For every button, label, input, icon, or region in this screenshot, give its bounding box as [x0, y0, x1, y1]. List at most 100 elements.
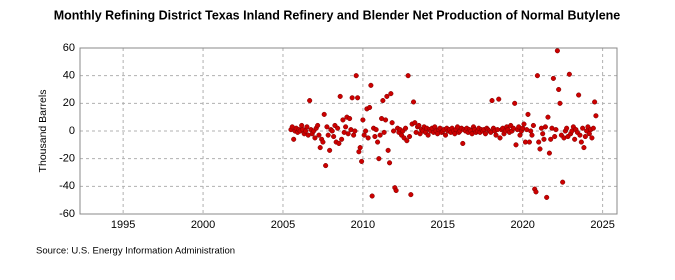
x-tick-label: 2010	[351, 219, 375, 231]
data-point	[380, 98, 386, 104]
data-point	[545, 114, 551, 120]
data-point	[528, 128, 534, 134]
data-point	[393, 187, 399, 194]
data-point	[496, 96, 502, 102]
data-point	[548, 136, 554, 142]
data-point	[372, 133, 378, 140]
data-point	[542, 124, 548, 130]
y-tick-label: -20	[59, 153, 75, 165]
data-point	[513, 142, 519, 148]
data-point	[593, 113, 599, 119]
data-point	[525, 111, 531, 117]
data-point	[375, 139, 381, 145]
data-point	[381, 129, 387, 135]
data-point	[533, 189, 539, 195]
data-point	[497, 135, 503, 141]
data-point	[572, 136, 578, 142]
data-point	[541, 136, 547, 142]
data-point	[405, 73, 411, 79]
data-point	[391, 128, 397, 134]
data-point	[521, 121, 527, 127]
data-point	[351, 132, 357, 138]
data-point	[581, 145, 587, 151]
data-point	[586, 131, 592, 137]
data-point	[325, 132, 331, 138]
data-point	[336, 140, 342, 146]
data-point	[377, 132, 383, 138]
data-point	[590, 125, 596, 131]
data-point	[408, 192, 414, 198]
data-point	[530, 122, 536, 129]
data-point	[365, 135, 371, 141]
data-point	[352, 128, 358, 134]
y-axis-label: Thousand Barrels	[37, 90, 49, 173]
data-point	[552, 133, 558, 140]
data-point	[577, 132, 583, 138]
data-point	[546, 150, 552, 156]
data-point	[512, 100, 518, 106]
chart-title: Monthly Refining District Texas Inland R…	[54, 8, 621, 22]
data-point	[356, 149, 362, 155]
data-point	[384, 93, 390, 99]
data-point	[359, 158, 365, 164]
data-point	[432, 124, 438, 130]
data-point	[425, 132, 431, 138]
data-point	[566, 71, 572, 77]
data-point	[304, 124, 310, 130]
data-point	[303, 128, 309, 134]
data-point	[329, 128, 335, 134]
data-point	[489, 98, 495, 104]
data-point	[556, 86, 562, 93]
data-point	[368, 82, 374, 88]
data-point	[355, 95, 361, 101]
x-tick-label: 2020	[510, 219, 534, 231]
y-tick-label: 0	[69, 125, 75, 137]
source-note: Source: U.S. Energy Information Administ…	[36, 246, 235, 257]
data-point	[540, 131, 546, 137]
data-point	[315, 122, 321, 129]
data-point	[564, 125, 570, 131]
x-tick-label: 2015	[431, 219, 455, 231]
data-point	[387, 160, 393, 166]
data-point	[369, 193, 375, 199]
data-point	[339, 136, 345, 142]
y-tick-label: 60	[63, 42, 75, 54]
data-point	[353, 73, 359, 79]
data-point	[460, 140, 466, 146]
data-point	[307, 98, 313, 104]
data-point	[582, 133, 588, 140]
data-point	[403, 125, 409, 131]
y-tick-label: -40	[59, 180, 75, 192]
data-point	[331, 133, 337, 140]
data-point	[407, 133, 413, 140]
data-point	[580, 125, 586, 131]
data-point	[385, 147, 391, 153]
data-point	[553, 127, 559, 133]
data-point	[345, 131, 351, 137]
data-point	[388, 91, 394, 97]
data-point	[373, 127, 379, 133]
data-point	[576, 92, 582, 98]
data-point	[536, 139, 542, 145]
data-point	[544, 194, 550, 200]
data-point	[557, 100, 563, 106]
data-point	[404, 138, 410, 144]
data-point	[550, 75, 556, 81]
plot-frame	[79, 47, 618, 215]
data-point	[324, 124, 330, 130]
data-point	[327, 147, 333, 153]
data-point	[412, 120, 418, 126]
data-point	[383, 117, 389, 123]
data-point	[482, 131, 489, 137]
data-point	[376, 156, 382, 162]
data-point	[347, 116, 353, 122]
data-point	[312, 135, 318, 141]
data-point	[320, 139, 326, 145]
data-point	[321, 111, 327, 117]
data-point	[340, 117, 346, 123]
data-point	[317, 145, 323, 151]
y-tick-label: -60	[59, 208, 75, 220]
data-point	[389, 120, 395, 126]
y-tick-label: 40	[63, 70, 75, 82]
